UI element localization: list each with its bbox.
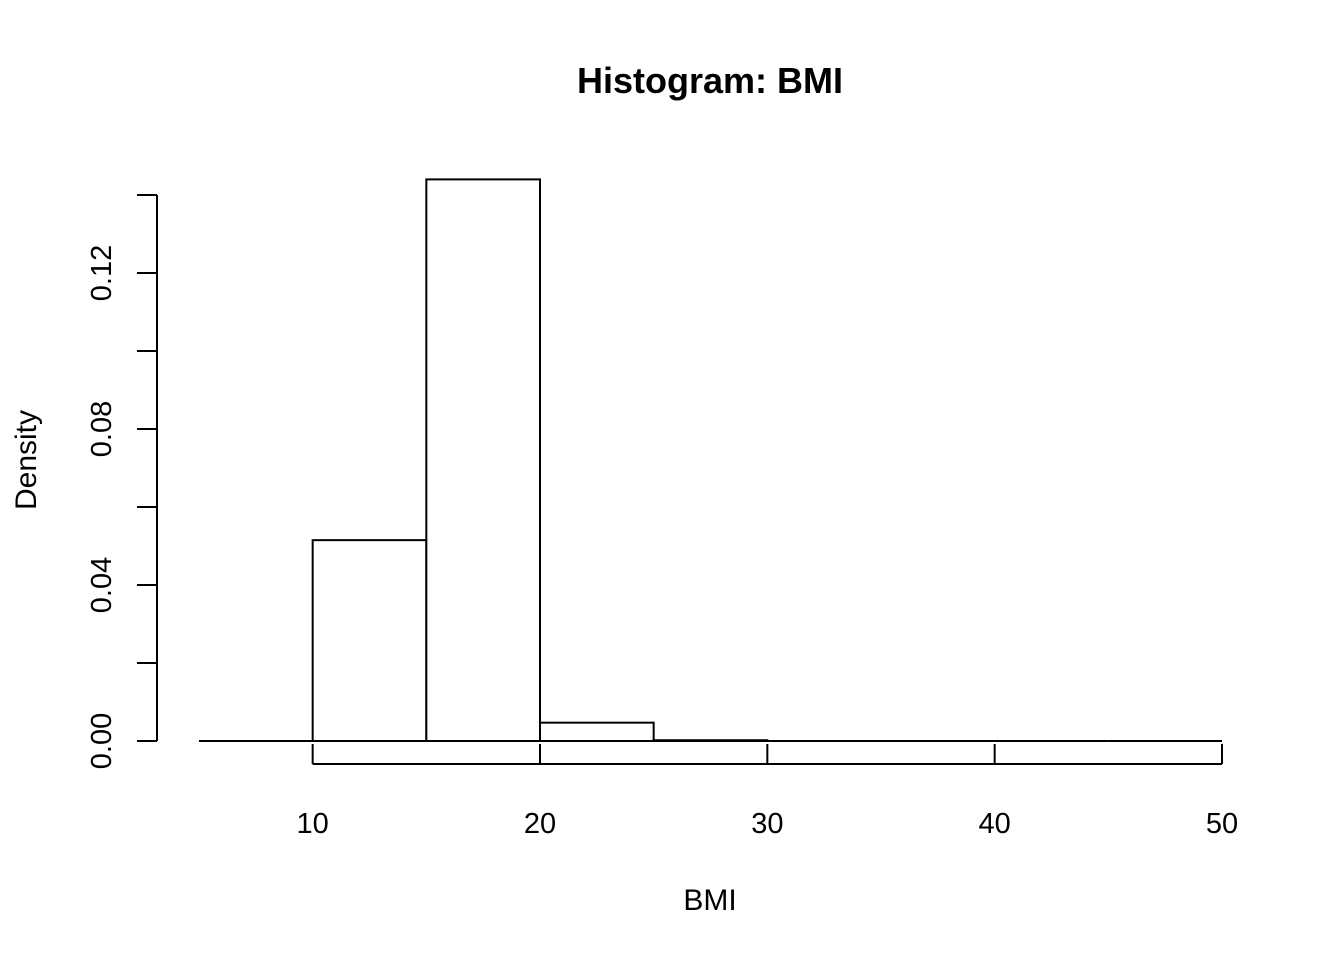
x-tick-label-4: 50 [1206, 808, 1238, 840]
x-tick-label-3: 40 [979, 808, 1011, 840]
y-tick-label-2: 0.04 [86, 557, 118, 613]
y-tick-label-4: 0.08 [86, 401, 118, 457]
histogram-bar-3 [539, 721, 655, 742]
y-axis-label: Density [10, 410, 43, 510]
y-tick-label-6: 0.12 [86, 245, 118, 301]
histogram-bar-1 [311, 539, 428, 743]
chart-title: Histogram: BMI [577, 60, 843, 101]
x-axis: 10 20 30 40 50 [297, 744, 1238, 840]
y-axis: 0.00 0.04 0.08 0.12 [86, 194, 158, 769]
x-tick-label-0: 10 [297, 808, 329, 840]
y-tick-label-0: 0.00 [86, 713, 118, 769]
histogram-bar-4 [652, 739, 769, 742]
x-tick-label-2: 30 [751, 808, 783, 840]
histogram-bar-2 [425, 178, 542, 742]
x-tick-label-1: 20 [524, 808, 556, 840]
bars-group [199, 178, 1222, 743]
x-axis-label: BMI [683, 884, 736, 917]
